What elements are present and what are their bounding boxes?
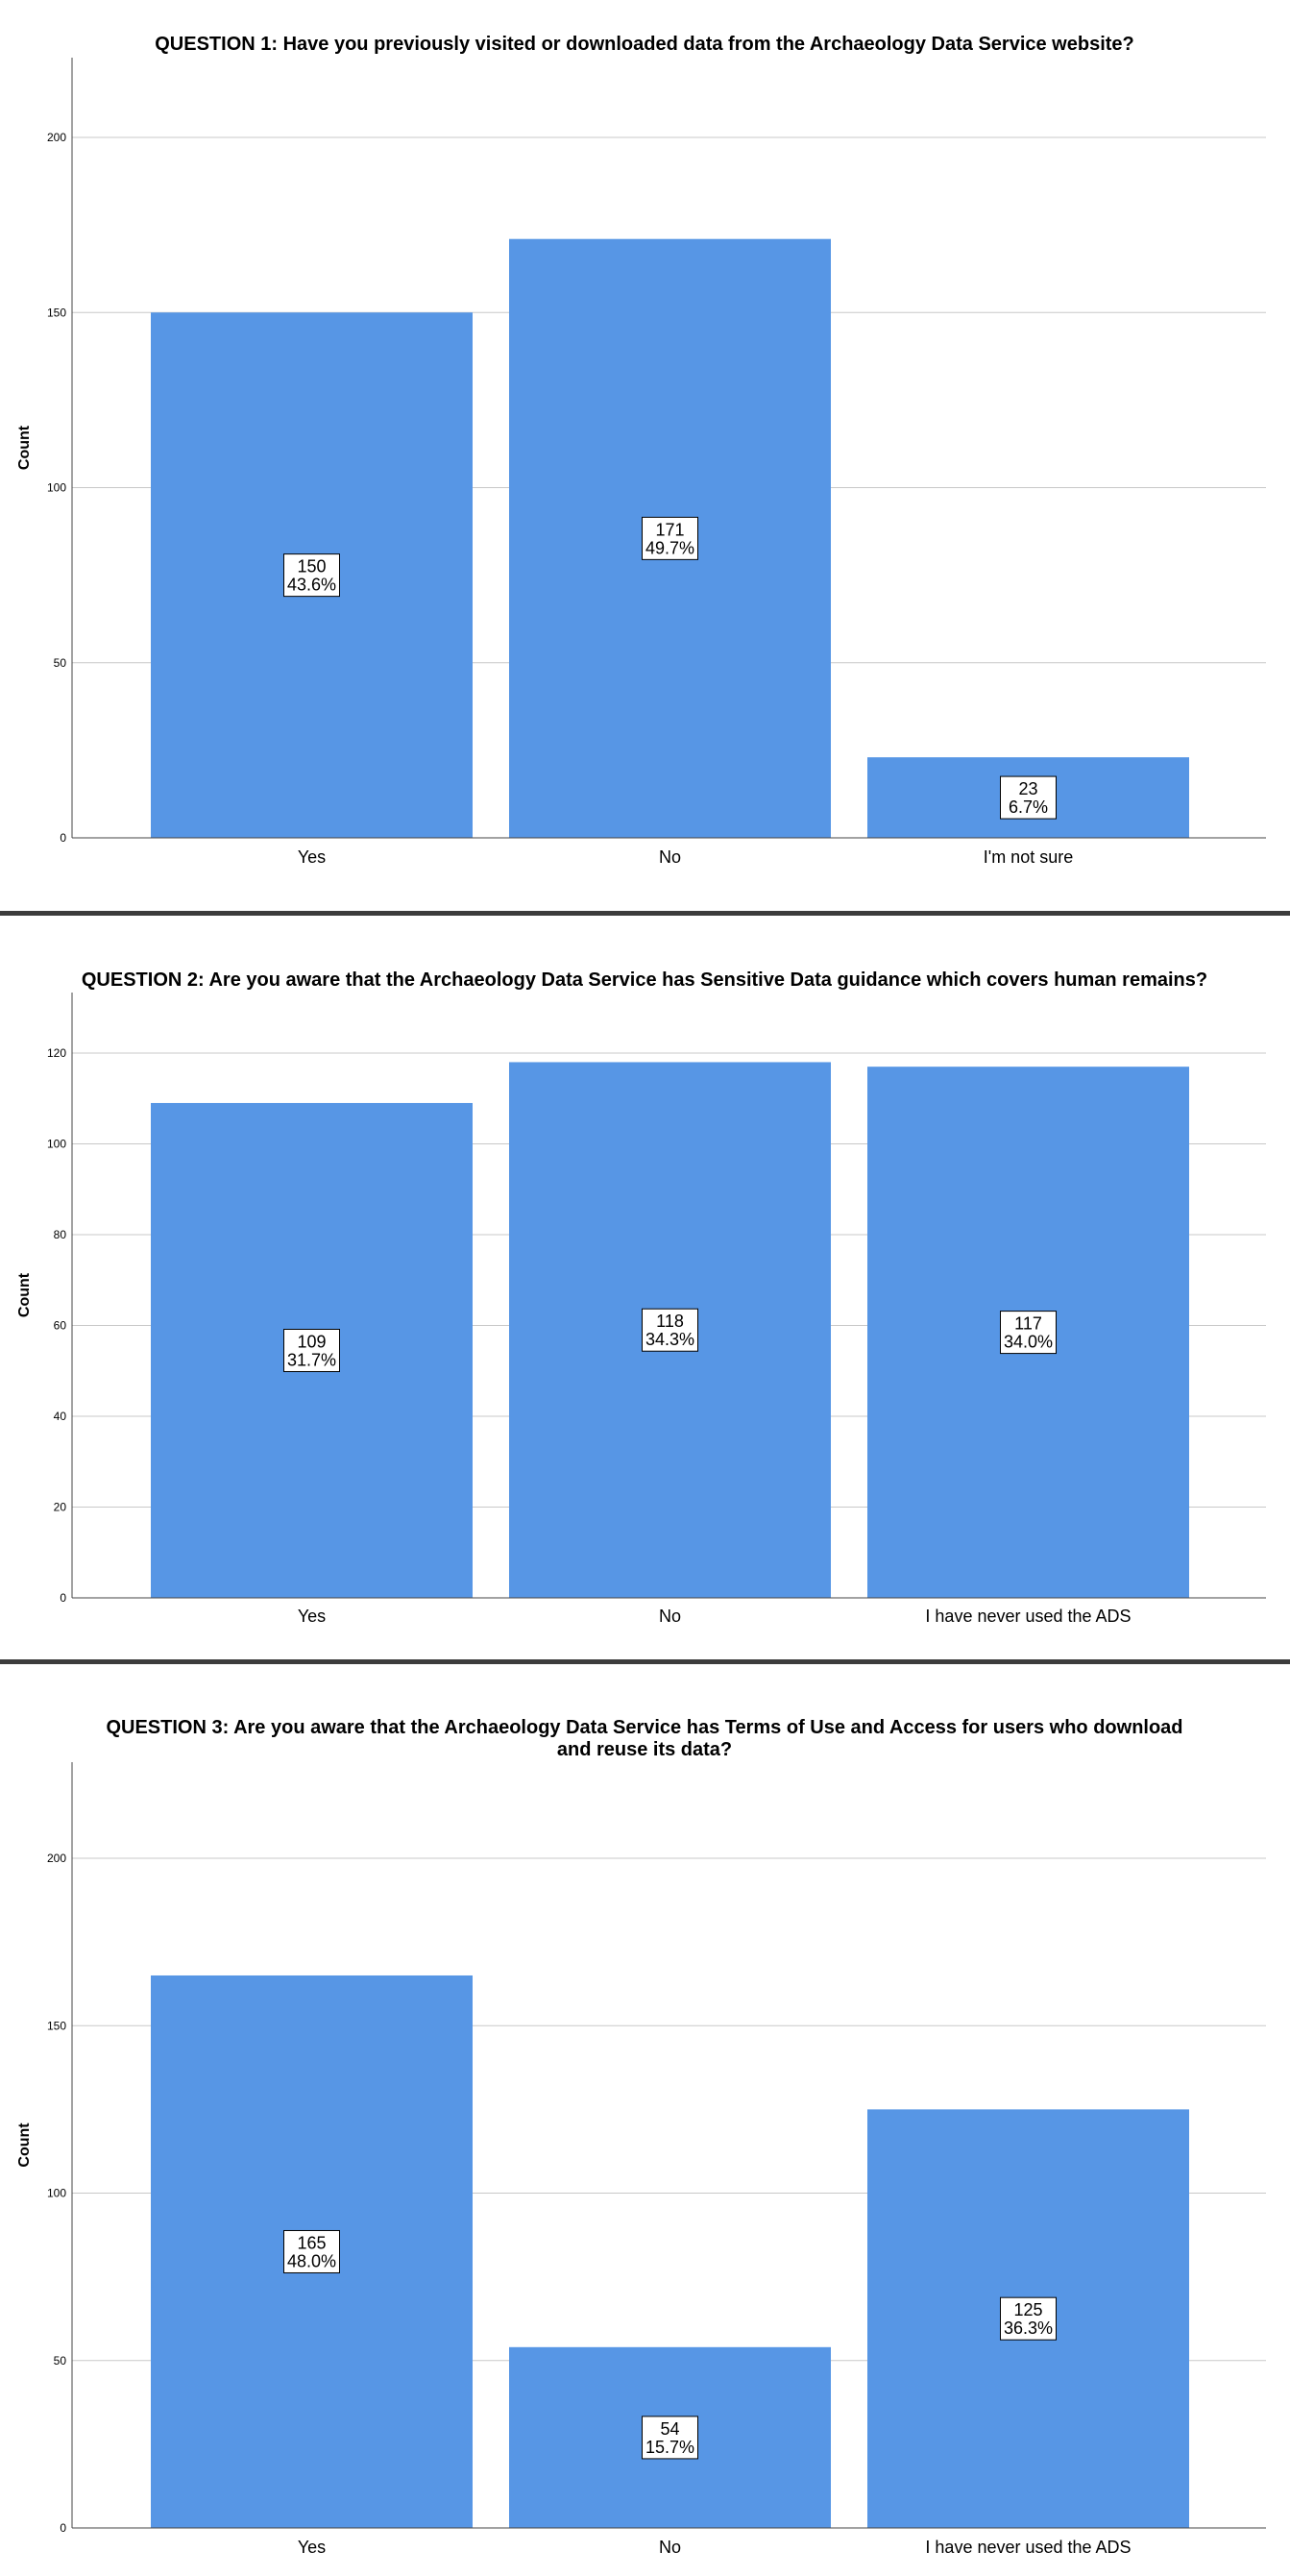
x-category-label: No bbox=[659, 2538, 681, 2557]
x-category-label: Yes bbox=[298, 2538, 326, 2557]
data-label-percent: 48.0% bbox=[287, 2251, 336, 2270]
chart-panel-2: QUESTION 2: Are you aware that the Archa… bbox=[0, 916, 1290, 1659]
x-category-label: No bbox=[659, 1607, 681, 1626]
y-axis-label: Count bbox=[16, 2122, 33, 2168]
y-axis-label: Count bbox=[16, 1272, 33, 1317]
data-label-percent: 36.3% bbox=[1004, 2318, 1053, 2338]
data-label-count: 165 bbox=[297, 2233, 326, 2252]
y-tick-label: 40 bbox=[54, 1410, 67, 1423]
data-label-count: 150 bbox=[297, 557, 326, 577]
data-label-count: 171 bbox=[655, 520, 684, 539]
x-category-label: Yes bbox=[298, 847, 326, 867]
y-axis-label: Count bbox=[16, 425, 33, 470]
data-label-percent: 34.3% bbox=[645, 1330, 694, 1349]
data-label-count: 125 bbox=[1013, 2300, 1042, 2319]
y-tick-label: 80 bbox=[54, 1228, 67, 1241]
chart-panel-1: QUESTION 1: Have you previously visited … bbox=[0, 0, 1290, 911]
chart-2: QUESTION 2: Are you aware that the Archa… bbox=[16, 969, 1266, 1626]
data-label-count: 54 bbox=[660, 2419, 679, 2439]
data-label-box bbox=[642, 516, 698, 560]
chart-title: QUESTION 3: Are you aware that the Archa… bbox=[106, 1717, 1182, 1738]
chart-title: and reuse its data? bbox=[557, 1739, 732, 1760]
data-label-box bbox=[283, 553, 340, 598]
y-tick-label: 100 bbox=[47, 1138, 66, 1151]
y-tick-label: 0 bbox=[60, 831, 66, 845]
data-label-box bbox=[642, 2416, 698, 2460]
x-category-label: I have never used the ADS bbox=[925, 2538, 1131, 2557]
y-tick-label: 0 bbox=[60, 2521, 66, 2535]
y-tick-label: 150 bbox=[47, 2019, 66, 2032]
chart-3: QUESTION 3: Are you aware that the Archa… bbox=[16, 1717, 1266, 2557]
data-label-count: 109 bbox=[297, 1332, 326, 1351]
data-label-percent: 49.7% bbox=[645, 538, 694, 557]
data-label-count: 118 bbox=[656, 1312, 684, 1331]
data-label-count: 23 bbox=[1018, 779, 1037, 798]
y-tick-label: 60 bbox=[54, 1319, 67, 1333]
x-category-label: Yes bbox=[298, 1607, 326, 1626]
data-label-box bbox=[1000, 2296, 1057, 2341]
y-tick-label: 0 bbox=[60, 1591, 66, 1605]
chart-title: QUESTION 1: Have you previously visited … bbox=[155, 34, 1134, 55]
y-tick-label: 120 bbox=[47, 1046, 66, 1060]
data-label-box bbox=[642, 1308, 698, 1352]
chart-panel-3: QUESTION 3: Are you aware that the Archa… bbox=[0, 1664, 1290, 2576]
data-label-percent: 31.7% bbox=[287, 1350, 336, 1369]
data-label-percent: 6.7% bbox=[1009, 797, 1048, 817]
data-label-box bbox=[283, 1328, 340, 1372]
y-tick-label: 20 bbox=[54, 1501, 67, 1514]
data-label-count: 117 bbox=[1014, 1314, 1042, 1334]
chart-title: QUESTION 2: Are you aware that the Archa… bbox=[82, 969, 1207, 991]
x-category-label: I'm not sure bbox=[984, 847, 1073, 867]
chart-1: QUESTION 1: Have you previously visited … bbox=[16, 34, 1266, 867]
y-tick-label: 200 bbox=[47, 1852, 66, 1865]
data-label-percent: 15.7% bbox=[645, 2438, 694, 2457]
y-tick-label: 150 bbox=[47, 306, 66, 319]
data-label-box bbox=[1000, 775, 1057, 820]
divider-1 bbox=[0, 911, 1290, 916]
y-tick-label: 200 bbox=[47, 131, 66, 144]
x-category-label: No bbox=[659, 847, 681, 867]
y-tick-label: 100 bbox=[47, 481, 66, 495]
y-tick-label: 100 bbox=[47, 2187, 66, 2200]
data-label-box bbox=[1000, 1311, 1057, 1355]
y-tick-label: 50 bbox=[54, 2354, 67, 2367]
data-label-percent: 43.6% bbox=[287, 576, 336, 595]
y-tick-label: 50 bbox=[54, 656, 67, 670]
x-category-label: I have never used the ADS bbox=[925, 1607, 1131, 1626]
data-label-percent: 34.0% bbox=[1004, 1333, 1053, 1352]
divider-2 bbox=[0, 1659, 1290, 1664]
data-label-box bbox=[283, 2229, 340, 2273]
